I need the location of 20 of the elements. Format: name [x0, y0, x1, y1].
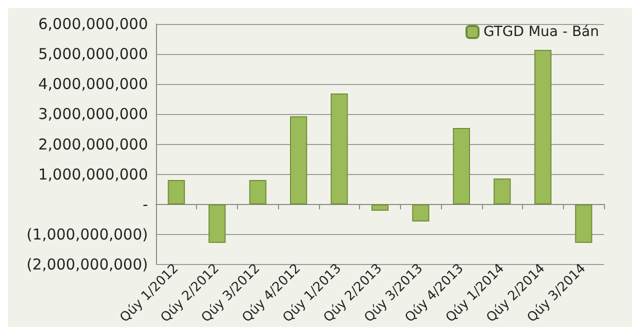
bar — [575, 204, 592, 243]
y-tick-label: 5,000,000,000 — [38, 45, 148, 64]
y-tick-label: (1,000,000,000) — [26, 225, 148, 244]
bar — [371, 204, 389, 211]
bar — [249, 180, 266, 204]
bar — [452, 128, 470, 204]
bar — [534, 50, 552, 204]
bar — [168, 180, 185, 204]
y-tick-label: 2,000,000,000 — [38, 135, 148, 154]
bar — [330, 93, 348, 204]
y-tick-label: - — [142, 195, 148, 214]
y-tick-label: 3,000,000,000 — [38, 105, 148, 124]
bar — [412, 204, 430, 222]
bar — [208, 204, 226, 243]
y-tick-label: 4,000,000,000 — [38, 75, 148, 94]
bar — [290, 116, 308, 204]
legend-label: GTGD Mua - Bán — [483, 24, 600, 40]
bar — [494, 178, 511, 204]
y-tick-label: 1,000,000,000 — [38, 165, 148, 184]
y-tick-label: 6,000,000,000 — [38, 15, 148, 33]
